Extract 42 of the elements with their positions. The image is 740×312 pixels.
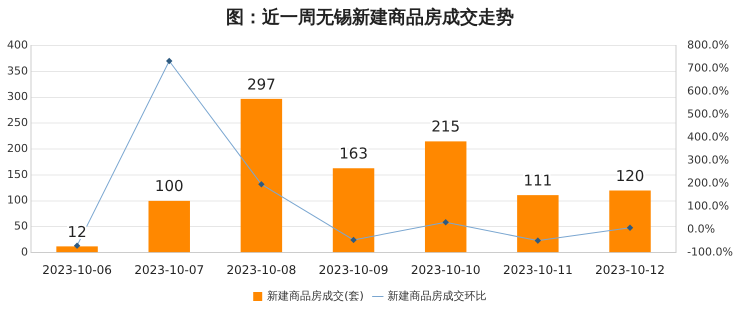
bar xyxy=(56,246,98,252)
x-tick-label: 2023-10-08 xyxy=(226,262,296,277)
y2-tick-label: 100.0% xyxy=(687,199,730,212)
bar xyxy=(240,98,282,252)
y2-tick-label: -100.0% xyxy=(687,245,734,258)
data-label: 120 xyxy=(616,166,644,185)
x-tick-label: 2023-10-11 xyxy=(502,262,573,277)
y-tick-label: 350 xyxy=(6,64,28,78)
y-tick-label: 100 xyxy=(6,194,28,207)
chart-title: 图：近一周无锡新建商品房成交走势 xyxy=(225,6,515,30)
y2-tick-label: 400.0% xyxy=(687,130,730,144)
bar xyxy=(424,141,466,252)
y-tick-label: 200 xyxy=(6,142,28,155)
data-label: 111 xyxy=(524,172,552,190)
bar xyxy=(148,200,190,252)
bar xyxy=(332,168,374,252)
y-tick-label: 0 xyxy=(20,245,28,258)
legend-label: 新建商品房成交(套) xyxy=(267,289,364,302)
data-label: 100 xyxy=(154,177,184,196)
data-label: 215 xyxy=(431,118,460,136)
legend-label: 新建商品房成交环比 xyxy=(387,289,486,302)
bar xyxy=(609,190,651,252)
y2-tick-label: 800.0% xyxy=(687,38,730,52)
bar xyxy=(517,195,559,252)
y-tick-label: 250 xyxy=(6,116,28,130)
data-label: 297 xyxy=(247,75,276,94)
x-tick-label: 2023-10-09 xyxy=(318,262,388,277)
y2-tick-label: 200.0% xyxy=(687,176,730,190)
y-tick-label: 400 xyxy=(6,38,28,52)
x-tick-label: 2023-10-06 xyxy=(42,262,112,277)
x-tick-label: 2023-10-07 xyxy=(134,262,204,277)
y2-tick-label: 600.0% xyxy=(687,84,730,98)
y-tick-label: 50 xyxy=(14,220,28,233)
y-tick-label: 150 xyxy=(6,168,28,181)
y2-tick-label: 500.0% xyxy=(687,107,730,120)
y2-tick-label: 0.0% xyxy=(687,222,716,236)
y2-tick-label: 300.0% xyxy=(687,153,730,166)
y-tick-label: 300 xyxy=(6,90,28,104)
data-label: 163 xyxy=(339,144,368,163)
x-tick-label: 2023-10-10 xyxy=(410,262,481,277)
y2-tick-label: 700.0% xyxy=(687,61,730,74)
x-tick-label: 2023-10-12 xyxy=(595,262,665,277)
